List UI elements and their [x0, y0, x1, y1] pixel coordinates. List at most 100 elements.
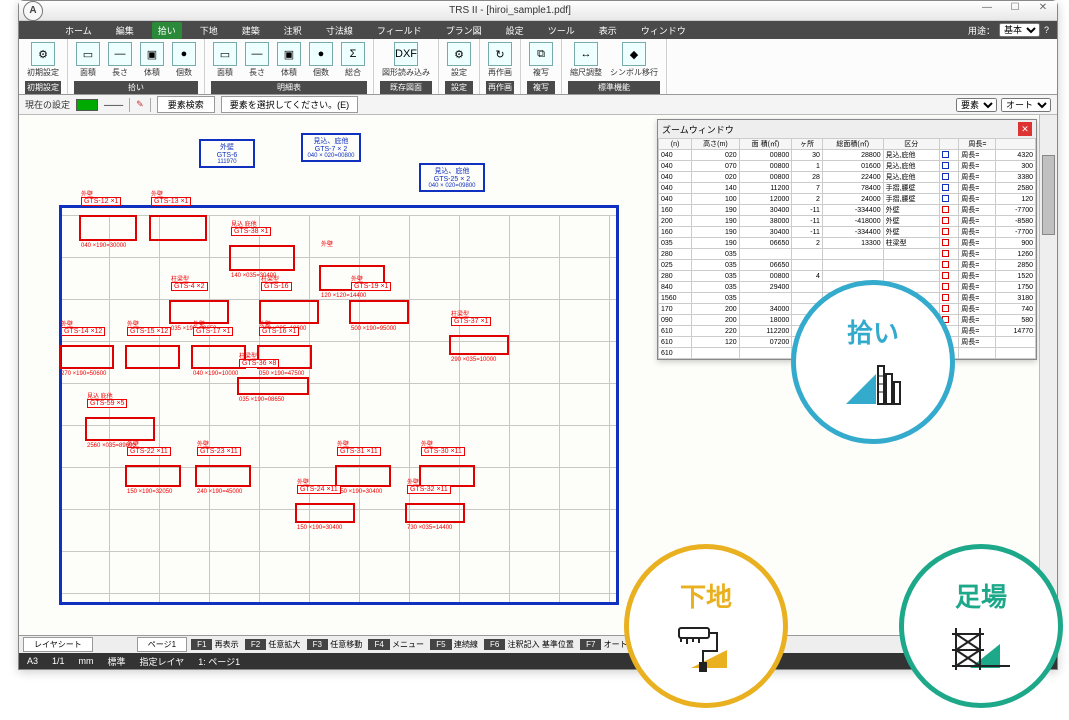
page-tab[interactable]: ページ1 [137, 637, 187, 652]
takeoff-region[interactable]: 外壁GTS-24 ×11150 ×190=30400 [295, 503, 355, 523]
paper-size: A3 [27, 656, 38, 666]
table-row[interactable]: 040020008002822400見込,庇他周長=3380 [659, 172, 1036, 183]
use-select[interactable]: 基本 [999, 23, 1040, 37]
ribbon-button[interactable]: ▭面積 [74, 41, 102, 79]
feature-label: 足場 [955, 577, 1007, 614]
menubar: ホーム編集拾い下地建築注釈寸法線フィールドプラン図設定ツール表示ウィンドウ 用途… [19, 21, 1057, 39]
takeoff-region[interactable]: 外壁GTS-12 ×1040 ×190=30000 [79, 215, 137, 241]
ribbon-button[interactable]: ⧉複写 [527, 41, 555, 79]
ribbon-label: 長さ [249, 67, 265, 78]
ribbon-icon: ▣ [277, 42, 301, 66]
menu-item-9[interactable]: 設定 [500, 22, 530, 39]
ribbon-button[interactable]: DXF図形読み込み [380, 41, 432, 79]
takeoff-region[interactable]: 外壁GTS-23 ×11240 ×190=45000 [195, 465, 251, 487]
maximize-button[interactable]: ☐ [1001, 2, 1029, 20]
element-search-button[interactable]: 要素検索 [157, 96, 215, 113]
table-row[interactable]: 04007000800101600見込,庇他周長=300 [659, 161, 1036, 172]
takeoff-region[interactable]: 外壁GTS-13 ×1 [149, 215, 207, 241]
ribbon-label: 面積 [217, 67, 233, 78]
ribbon-button[interactable]: ▣体積 [275, 41, 303, 79]
ribbon-button[interactable]: ▭面積 [211, 41, 239, 79]
table-header: 総面積(㎡) [822, 139, 883, 150]
fkey-button[interactable]: F1 [191, 639, 212, 650]
element-type-select[interactable]: 要素 [956, 98, 997, 112]
fkey-button[interactable]: F7 [580, 639, 601, 650]
takeoff-region[interactable]: 外壁GTS-22 ×11150 ×190=32050 [125, 465, 181, 487]
layer-sheet-tab[interactable]: レイヤシート [23, 637, 93, 652]
takeoff-region[interactable]: 外壁GTS-17 ×1040 ×190=10000 [191, 345, 246, 369]
ribbon-label: 再作画 [488, 67, 512, 78]
ribbon-button[interactable]: —長さ [106, 41, 134, 79]
ribbon-button[interactable]: ◆シンボル移行 [608, 41, 660, 79]
table-row[interactable]: 040020008003028800見込,庇他周長=4320 [659, 150, 1036, 161]
takeoff-region[interactable]: 外壁GTS-14 ×12270 ×190=50600 [59, 345, 114, 369]
help-icon[interactable]: ? [1044, 25, 1049, 35]
ribbon-button[interactable]: ▣体積 [138, 41, 166, 79]
table-row[interactable]: 04010012000224000手摺,腰壁周長=120 [659, 194, 1036, 205]
scrollbar-thumb[interactable] [1042, 155, 1055, 235]
takeoff-region[interactable]: 外壁GTS-19 ×1500 ×190=95000 [349, 300, 409, 324]
menu-item-7[interactable]: フィールド [371, 22, 428, 39]
table-row[interactable]: 04014011200778400手摺,腰壁周長=2580 [659, 183, 1036, 194]
ribbon-button[interactable]: ↔縮尺調整 [568, 41, 604, 79]
ribbon-icon: ⚙ [31, 42, 55, 66]
menu-item-4[interactable]: 建築 [236, 22, 266, 39]
zoom-close-icon[interactable]: ✕ [1018, 122, 1032, 136]
layer-mode: 指定レイヤ [140, 655, 185, 668]
takeoff-region[interactable]: 見込 庇他GTS-38 ×1140 ×035=30400 [229, 245, 295, 271]
ribbon-icon: ● [309, 42, 333, 66]
takeoff-region[interactable]: 柱梁型GTS-36 ×8035 ×190=08650 [237, 377, 309, 395]
table-row[interactable]: 20019038000-11-418000外壁周長=-8580 [659, 216, 1036, 227]
ribbon-button[interactable]: ⚙初期設定 [25, 41, 61, 79]
menu-item-10[interactable]: ツール [542, 22, 581, 39]
takeoff-region[interactable]: 外壁GTS-31 ×11150 ×190=30400 [335, 465, 391, 487]
fkey-button[interactable]: F2 [245, 639, 266, 650]
menu-item-11[interactable]: 表示 [593, 22, 623, 39]
table-row[interactable]: 280035周長=1260 [659, 249, 1036, 260]
use-mode: 用途： 基本 ? [968, 23, 1057, 37]
vertical-scrollbar[interactable] [1039, 115, 1057, 635]
fkey-label: メニュー [390, 640, 426, 649]
takeoff-region[interactable]: 外壁GTS-15 ×12 [125, 345, 180, 369]
minimize-button[interactable]: — [973, 2, 1001, 20]
table-row[interactable]: 280035008004周長=1520 [659, 271, 1036, 282]
table-row[interactable]: 02503506650周長=2850 [659, 260, 1036, 271]
ribbon-button[interactable]: ↻再作画 [486, 41, 514, 79]
menu-item-2[interactable]: 拾い [152, 22, 182, 39]
fkey-button[interactable]: F4 [368, 639, 389, 650]
fkey-button[interactable]: F5 [430, 639, 451, 650]
takeoff-region[interactable]: 外壁GTS-32 ×11730 ×035=14400 [405, 503, 465, 523]
ribbon-button[interactable]: Σ総合 [339, 41, 367, 79]
menu-item-1[interactable]: 編集 [110, 22, 140, 39]
menu-item-6[interactable]: 寸法線 [320, 22, 359, 39]
takeoff-region[interactable]: 見込 庇他GTS-59 ×52560 ×035=89600 [85, 417, 155, 441]
ribbon-button[interactable]: —長さ [243, 41, 271, 79]
ribbon-label: 初期設定 [27, 67, 59, 78]
pencil-icon[interactable]: ✎ [136, 99, 144, 110]
scale: 1/1 [52, 656, 65, 666]
menu-item-0[interactable]: ホーム [59, 22, 98, 39]
active-page: 1: ページ1 [198, 655, 240, 668]
close-button[interactable]: ✕ [1029, 2, 1057, 20]
ribbon-button[interactable]: ⚙設定 [445, 41, 473, 79]
table-row[interactable]: 03519006650213300柱梁型周長=900 [659, 238, 1036, 249]
menu-item-3[interactable]: 下地 [194, 22, 224, 39]
table-header: 区分 [883, 139, 939, 150]
menu-item-12[interactable]: ウィンドウ [635, 22, 692, 39]
table-row[interactable]: 16019030400-11-334400外壁周長=-7700 [659, 227, 1036, 238]
ribbon-group-2: ▭面積—長さ▣体積●個数Σ総合明細表 [205, 39, 374, 94]
status-bar-info: A3 1/1 mm 標準 指定レイヤ 1: ページ1 [19, 653, 1057, 669]
menu-item-5[interactable]: 注釈 [278, 22, 308, 39]
ribbon-button[interactable]: ●個数 [307, 41, 335, 79]
auto-select[interactable]: オート [1001, 98, 1051, 112]
menu-item-8[interactable]: プラン図 [440, 22, 488, 39]
ribbon-icon: ⧉ [529, 42, 553, 66]
ribbon-button[interactable]: ●個数 [170, 41, 198, 79]
color-swatch[interactable] [76, 99, 98, 111]
fkey-button[interactable]: F6 [484, 639, 505, 650]
table-row[interactable]: 16019030400-11-334400外壁周長=-7700 [659, 205, 1036, 216]
takeoff-region[interactable]: 外壁GTS-30 ×11 [419, 465, 475, 487]
takeoff-region[interactable]: 柱梁型GTS-37 ×1290 ×035=10000 [449, 335, 509, 355]
mode: 標準 [108, 655, 126, 668]
fkey-button[interactable]: F3 [307, 639, 328, 650]
